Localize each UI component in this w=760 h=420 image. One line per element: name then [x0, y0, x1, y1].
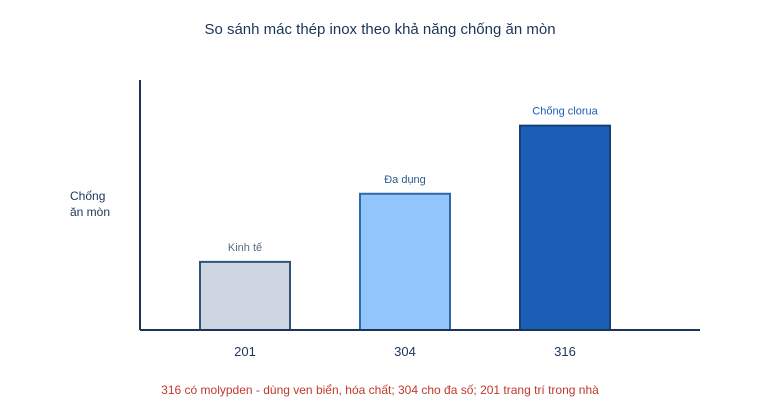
- y-axis-label-line-2: ăn mòn: [70, 205, 110, 219]
- x-tick-label-304: 304: [394, 344, 416, 359]
- y-axis-label-line-1: Chống: [70, 189, 105, 203]
- chart-title: So sánh mác thép inox theo khả năng chốn…: [204, 21, 555, 38]
- bar-304: [359, 192, 451, 331]
- bar-201: [199, 260, 291, 331]
- bar-316: [519, 124, 611, 332]
- chart-footnote: 316 có molypden - dùng ven biển, hóa chấ…: [161, 383, 599, 397]
- bars-group: Kinh tế 201 Đa dụng 304 Chống clorua 316: [199, 106, 611, 359]
- bar-label-316: Chống clorua: [532, 106, 598, 118]
- bar-label-304: Đa dụng: [384, 174, 426, 186]
- x-tick-label-201: 201: [234, 344, 256, 359]
- bar-label-201: Kinh tế: [228, 242, 262, 254]
- x-tick-label-316: 316: [554, 344, 576, 359]
